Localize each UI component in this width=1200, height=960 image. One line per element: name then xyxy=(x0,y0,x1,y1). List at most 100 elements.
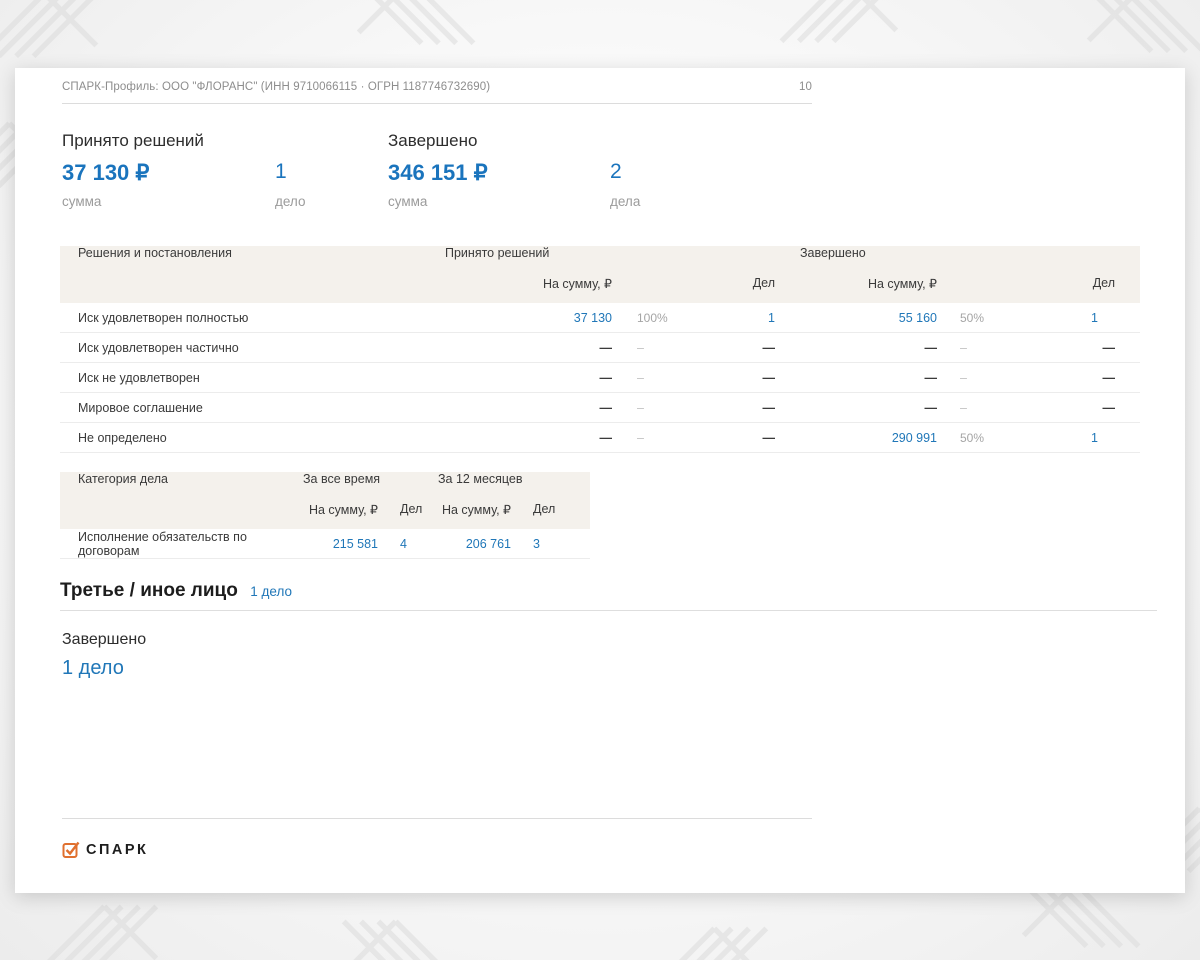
table-value: — xyxy=(762,370,776,385)
stats-summary: Принято решений 37 130 ₽ сумма 1 дело За… xyxy=(62,131,1185,209)
table-value: — xyxy=(1102,370,1116,385)
table-value: — xyxy=(762,340,776,355)
table-value: — xyxy=(1102,340,1116,355)
table-value-link[interactable]: 1 xyxy=(1091,310,1098,325)
table-row: Иск не удовлетворен — – — — – — xyxy=(60,363,1140,393)
row-label: Исполнение обязательств по договорам xyxy=(78,529,247,558)
table-value-link[interactable]: 1 xyxy=(768,310,775,325)
decisions-table: Решения и постановления Принято решений … xyxy=(60,246,1140,453)
stat-amount: 346 151 ₽ xyxy=(388,160,488,185)
doc-header-title: СПАРК-Профиль: ООО "ФЛОРАНС" (ИНН 971006… xyxy=(62,81,491,93)
table-value: — xyxy=(924,400,938,415)
group-header-alltime: За все время xyxy=(303,472,381,486)
table-value: — xyxy=(599,400,613,415)
column-header: Категория дела xyxy=(78,472,168,486)
table-value-link[interactable]: 290 991 xyxy=(891,430,937,445)
table-value: — xyxy=(1102,400,1116,415)
stat-title: Принято решений xyxy=(62,131,204,150)
category-table-body: Исполнение обязательств по договорам 215 … xyxy=(60,529,590,559)
spark-check-icon xyxy=(62,841,80,858)
table-value: 50% xyxy=(960,430,985,445)
column-header: Дел xyxy=(1092,276,1115,290)
row-label: Иск удовлетворен полностью xyxy=(78,310,249,325)
background-pattern-icon xyxy=(0,0,105,63)
stat-completed-count: 2 дела xyxy=(610,131,730,209)
table-value: — xyxy=(924,370,938,385)
completed-count-link[interactable]: 1 дело xyxy=(62,657,124,679)
table-value: – xyxy=(960,400,967,415)
table-value: — xyxy=(762,400,776,415)
stat-decided-count: 1 дело xyxy=(275,131,388,209)
stat-label: дела xyxy=(610,194,641,209)
table-row: Не определено — – — 290 991 50% 1 xyxy=(60,423,1140,453)
stat-amount: 37 130 ₽ xyxy=(62,160,150,185)
group-header-decided: Принято решений xyxy=(445,246,550,260)
table-value-link[interactable]: 206 761 xyxy=(465,536,511,551)
table-value: 50% xyxy=(960,310,985,325)
table-value: – xyxy=(637,370,644,385)
table-value-link[interactable]: 215 581 xyxy=(332,536,378,551)
stat-count: 2 xyxy=(610,160,622,183)
category-table: Категория дела За все время За 12 месяце… xyxy=(60,472,590,559)
third-party-section: Третье / иное лицо 1 дело xyxy=(60,580,1157,611)
decisions-table-header: Решения и постановления Принято решений … xyxy=(60,246,1140,303)
table-value: — xyxy=(599,430,613,445)
doc-header: СПАРК-Профиль: ООО "ФЛОРАНС" (ИНН 971006… xyxy=(62,68,812,104)
background-pattern-icon xyxy=(1080,0,1200,58)
column-header: На сумму, ₽ xyxy=(867,277,937,291)
column-header: Решения и постановления xyxy=(78,246,232,260)
column-header: Дел xyxy=(752,276,775,290)
row-label: Мировое соглашение xyxy=(78,400,203,415)
table-value: 100% xyxy=(637,310,668,325)
third-party-count-link[interactable]: 1 дело xyxy=(250,584,293,599)
table-row: Иск удовлетворен частично — – — — – — xyxy=(60,333,1140,363)
row-label: Иск не удовлетворен xyxy=(78,370,200,385)
stat-completed-amount: Завершено 346 151 ₽ сумма xyxy=(388,131,610,209)
stat-label: сумма xyxy=(388,194,428,209)
background-pattern-icon xyxy=(335,893,465,960)
group-header-12months: За 12 месяцев xyxy=(438,472,523,486)
column-header: На сумму, ₽ xyxy=(441,503,511,517)
stat-decided-amount: Принято решений 37 130 ₽ сумма xyxy=(62,131,275,209)
background-pattern-icon xyxy=(350,0,480,50)
spark-logo: СПАРК xyxy=(62,840,812,859)
table-value-link[interactable]: 4 xyxy=(400,536,407,551)
table-value: – xyxy=(960,340,967,355)
table-value: — xyxy=(599,340,613,355)
table-value-link[interactable]: 1 xyxy=(1091,430,1098,445)
spark-logo-text: СПАРК xyxy=(86,841,149,858)
background-pattern-icon xyxy=(775,0,905,48)
stat-label: дело xyxy=(275,194,306,209)
table-value: – xyxy=(637,430,644,445)
background-pattern-icon xyxy=(645,900,775,960)
table-value-link[interactable]: 55 160 xyxy=(898,310,937,325)
section-title: Третье / иное лицо xyxy=(60,580,238,601)
table-row: Мировое соглашение — – — — – — xyxy=(60,393,1140,423)
row-label: Не определено xyxy=(78,430,167,445)
table-value: — xyxy=(762,430,776,445)
table-value-link[interactable]: 37 130 xyxy=(573,310,612,325)
decisions-table-body: Иск удовлетворен полностью 37 130 100% 1 55 … xyxy=(60,303,1140,453)
column-header: На сумму, ₽ xyxy=(542,277,612,291)
table-value: — xyxy=(599,370,613,385)
column-header: Дел xyxy=(400,502,423,516)
table-value: — xyxy=(924,340,938,355)
table-value-link[interactable]: 3 xyxy=(533,536,540,551)
column-header: Дел xyxy=(533,502,556,516)
doc-footer: СПАРК xyxy=(62,818,812,859)
group-header-completed: Завершено xyxy=(800,246,866,260)
document-page: СПАРК-Профиль: ООО "ФЛОРАНС" (ИНН 971006… xyxy=(15,68,1185,893)
table-value: – xyxy=(637,400,644,415)
table-value: – xyxy=(637,340,644,355)
page-number: 10 xyxy=(799,81,812,93)
table-row: Иск удовлетворен полностью 37 130 100% 1 55 … xyxy=(60,303,1140,333)
stat-title: Завершено xyxy=(388,131,478,150)
stat-label: сумма xyxy=(62,194,102,209)
column-header: На сумму, ₽ xyxy=(308,503,378,517)
category-table-header: Категория дела За все время За 12 месяце… xyxy=(60,472,590,529)
table-value: – xyxy=(960,370,967,385)
stat-count: 1 xyxy=(275,160,287,183)
completed-label: Завершено xyxy=(62,631,147,648)
row-label: Иск удовлетворен частично xyxy=(78,340,239,355)
